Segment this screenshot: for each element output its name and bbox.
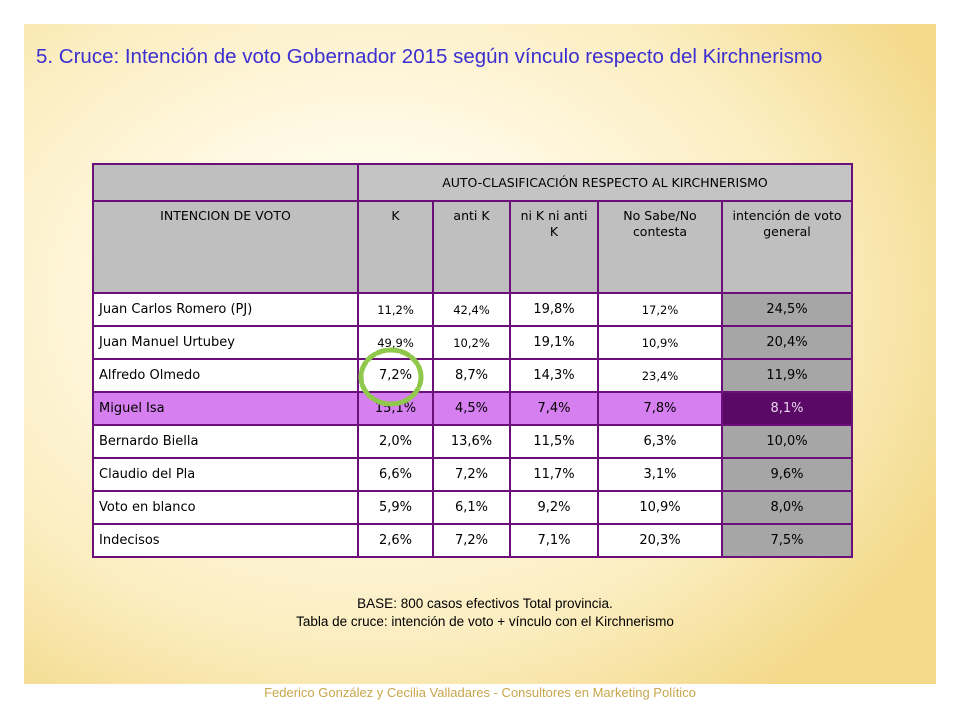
column-header-row: INTENCION DE VOTO K anti K ni K ni anti …	[92, 200, 853, 294]
footer-credit: Federico González y Cecilia Valladares -…	[264, 685, 696, 700]
footnote-description: Tabla de cruce: intención de voto + vínc…	[296, 614, 674, 629]
candidate-name: Juan Manuel Urtubey	[92, 325, 359, 360]
table-cell: 23,4%	[597, 358, 723, 393]
table-cell: 2,6%	[357, 523, 434, 558]
general-intention-cell: 9,6%	[721, 457, 853, 492]
super-header: AUTO-CLASIFICACIÓN RESPECTO AL KIRCHNERI…	[357, 163, 853, 202]
table-cell: 42,4%	[432, 292, 511, 327]
footnote-base: BASE: 800 casos efectivos Total provinci…	[357, 596, 613, 611]
super-header-row: AUTO-CLASIFICACIÓN RESPECTO AL KIRCHNERI…	[92, 163, 853, 202]
column-header: intención de voto general	[721, 200, 853, 294]
column-header: INTENCION DE VOTO	[92, 200, 359, 294]
table-cell: 10,2%	[432, 325, 511, 360]
table-cell: 19,8%	[509, 292, 599, 327]
table-cell: 4,5%	[432, 391, 511, 426]
table-cell: 2,0%	[357, 424, 434, 459]
table-cell: 5,9%	[357, 490, 434, 525]
table-cell: 10,9%	[597, 325, 723, 360]
column-header: ni K ni anti K	[509, 200, 599, 294]
general-intention-cell: 10,0%	[721, 424, 853, 459]
table-cell: 8,7%	[432, 358, 511, 393]
table-cell: 9,2%	[509, 490, 599, 525]
column-header: anti K	[432, 200, 511, 294]
candidate-name: Bernardo Biella	[92, 424, 359, 459]
table-cell: 3,1%	[597, 457, 723, 492]
table-cell: 11,5%	[509, 424, 599, 459]
table-row: Indecisos 2,6% 7,2% 7,1% 20,3% 7,5%	[92, 523, 853, 558]
table-row-highlighted: Miguel Isa 15,1% 4,5% 7,4% 7,8% 8,1%	[92, 391, 853, 426]
table-row: Claudio del Pla 6,6% 7,2% 11,7% 3,1% 9,6…	[92, 457, 853, 492]
table-cell: 14,3%	[509, 358, 599, 393]
candidate-name: Indecisos	[92, 523, 359, 558]
table-row: Bernardo Biella 2,0% 13,6% 11,5% 6,3% 10…	[92, 424, 853, 459]
candidate-name: Miguel Isa	[92, 391, 359, 426]
table-cell: 13,6%	[432, 424, 511, 459]
table-cell: 7,1%	[509, 523, 599, 558]
table-cell: 7,4%	[509, 391, 599, 426]
table-row: Juan Carlos Romero (PJ) 11,2% 42,4% 19,8…	[92, 292, 853, 327]
table-cell: 17,2%	[597, 292, 723, 327]
table-row: Alfredo Olmedo 7,2% 8,7% 14,3% 23,4% 11,…	[92, 358, 853, 393]
table-cell: 11,7%	[509, 457, 599, 492]
table-cell: 7,2%	[432, 523, 511, 558]
column-header: No Sabe/No contesta	[597, 200, 723, 294]
table-cell: 19,1%	[509, 325, 599, 360]
table-cell: 7,8%	[597, 391, 723, 426]
vote-intention-table: AUTO-CLASIFICACIÓN RESPECTO AL KIRCHNERI…	[92, 163, 853, 558]
column-header: K	[357, 200, 434, 294]
candidate-name: Claudio del Pla	[92, 457, 359, 492]
table-cell: 20,3%	[597, 523, 723, 558]
table-row: Juan Manuel Urtubey 49,9% 10,2% 19,1% 10…	[92, 325, 853, 360]
table-cell: 6,3%	[597, 424, 723, 459]
table-cell: 6,1%	[432, 490, 511, 525]
slide-title: 5. Cruce: Intención de voto Gobernador 2…	[36, 45, 823, 68]
general-intention-cell: 7,5%	[721, 523, 853, 558]
general-intention-cell: 11,9%	[721, 358, 853, 393]
general-intention-cell: 8,0%	[721, 490, 853, 525]
general-intention-cell: 20,4%	[721, 325, 853, 360]
table-row: Voto en blanco 5,9% 6,1% 9,2% 10,9% 8,0%	[92, 490, 853, 525]
candidate-name: Alfredo Olmedo	[92, 358, 359, 393]
circle-annotation	[358, 347, 424, 407]
table-cell: 10,9%	[597, 490, 723, 525]
general-intention-cell: 8,1%	[721, 391, 853, 426]
table-cell: 7,2%	[432, 457, 511, 492]
table-cell: 11,2%	[357, 292, 434, 327]
header-blank-cell	[92, 163, 359, 202]
candidate-name: Juan Carlos Romero (PJ)	[92, 292, 359, 327]
table-cell: 49,9%	[357, 325, 434, 360]
candidate-name: Voto en blanco	[92, 490, 359, 525]
general-intention-cell: 24,5%	[721, 292, 853, 327]
table-cell: 6,6%	[357, 457, 434, 492]
